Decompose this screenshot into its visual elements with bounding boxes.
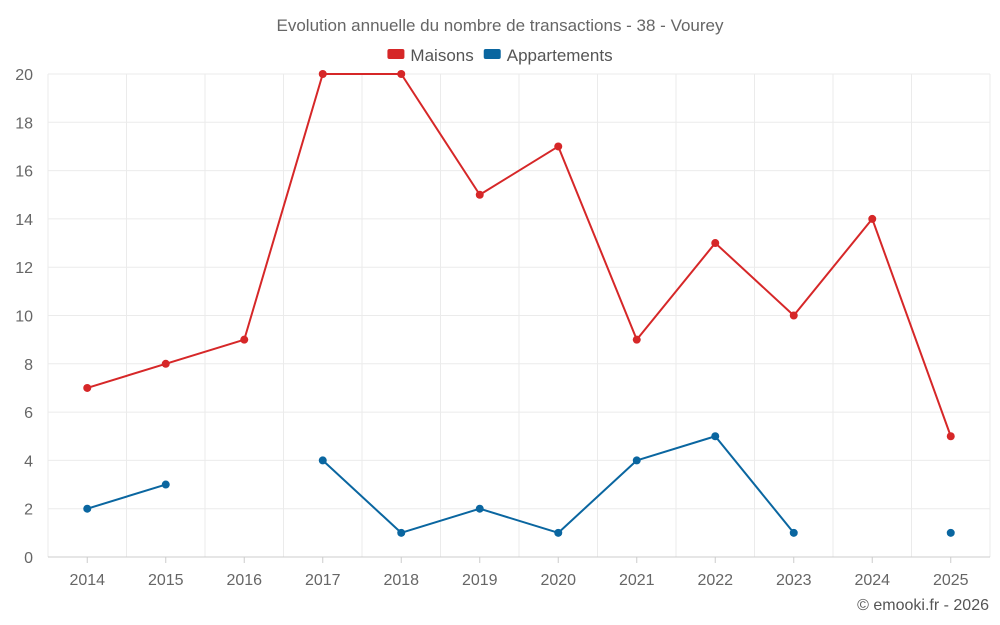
data-point	[397, 70, 406, 78]
credit-text: © emooki.fr - 2026	[857, 597, 989, 614]
y-tick-label: 0	[24, 550, 33, 567]
y-tick-label: 14	[15, 212, 33, 229]
data-point	[711, 432, 720, 441]
data-point	[554, 528, 563, 537]
data-point	[946, 432, 955, 441]
data-point	[240, 335, 249, 344]
data-point	[161, 359, 170, 368]
legend: Maisons Appartements	[387, 46, 613, 65]
y-tick-label: 20	[15, 67, 33, 84]
data-point	[946, 528, 955, 537]
x-axis: 2014 2015 2016 2017 2018 2019 2020 2021 2022 2023…	[69, 557, 969, 589]
y-tick-label: 2	[24, 502, 33, 519]
y-tick-label: 18	[15, 115, 33, 132]
data-point	[632, 456, 641, 465]
data-point	[711, 239, 720, 248]
y-tick-label: 10	[15, 309, 33, 326]
y-tick-label: 8	[24, 357, 33, 374]
x-tick-label: 2019	[462, 572, 498, 589]
x-tick-label: 2024	[854, 572, 890, 589]
legend-label: Maisons	[410, 46, 473, 65]
series-maisons	[83, 70, 955, 441]
x-tick-label: 2020	[540, 572, 576, 589]
y-tick-label: 12	[15, 260, 33, 277]
data-point	[397, 528, 406, 537]
data-point	[868, 214, 877, 223]
series-line	[86, 483, 167, 510]
y-axis: 0 2 4 6 8 10 12 14 16 18 20	[15, 67, 33, 567]
series-appartements	[83, 432, 955, 537]
data-point	[83, 504, 92, 513]
grid	[47, 73, 991, 558]
data-point	[554, 142, 563, 151]
data-point	[789, 528, 798, 537]
y-tick-label: 16	[15, 164, 33, 181]
chart-title: Evolution annuelle du nombre de transact…	[277, 16, 724, 35]
x-tick-label: 2017	[305, 572, 341, 589]
series-line	[321, 435, 795, 534]
data-point	[632, 335, 641, 344]
legend-label: Appartements	[507, 46, 613, 65]
x-tick-label: 2015	[148, 572, 184, 589]
legend-swatch	[387, 49, 405, 59]
x-tick-label: 2021	[619, 572, 655, 589]
x-tick-label: 2018	[383, 572, 419, 589]
x-tick-label: 2023	[776, 572, 812, 589]
series-line	[86, 73, 952, 438]
data-point	[161, 480, 170, 489]
x-tick-label: 2016	[226, 572, 262, 589]
series-layer	[83, 70, 955, 537]
legend-swatch	[483, 49, 501, 59]
data-point	[83, 383, 92, 392]
y-tick-label: 4	[24, 453, 33, 470]
x-tick-label: 2022	[697, 572, 733, 589]
data-point	[789, 311, 798, 320]
y-tick-label: 6	[24, 405, 33, 422]
x-tick-label: 2025	[933, 572, 969, 589]
data-point	[318, 70, 327, 78]
x-tick-label: 2014	[69, 572, 105, 589]
data-point	[475, 504, 484, 513]
data-point	[475, 190, 484, 199]
data-point	[318, 456, 327, 465]
